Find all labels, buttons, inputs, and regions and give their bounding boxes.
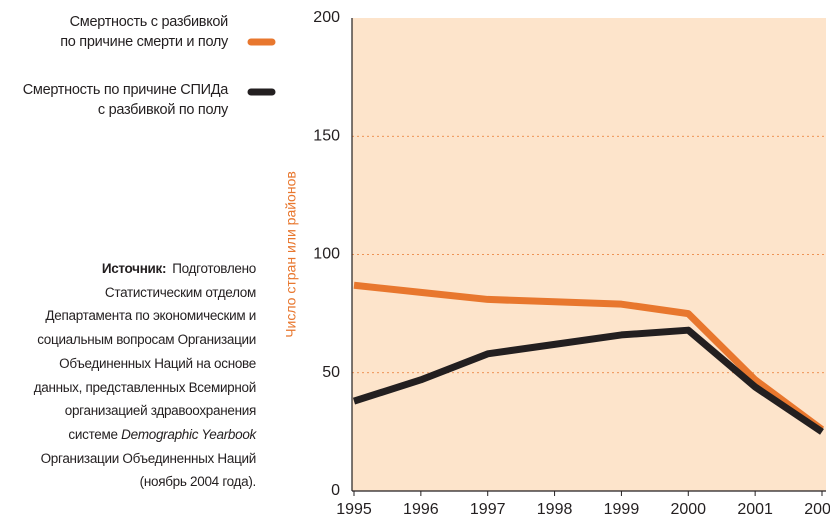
y-tick-label: 50 (322, 364, 340, 381)
y-tick-label: 200 (313, 9, 340, 26)
y-tick-label: 0 (331, 482, 340, 499)
source-label: Источник: (101, 261, 167, 276)
x-tick-label: 1998 (537, 501, 573, 518)
y-tick-label: 150 (313, 127, 340, 144)
y-tick-label: 100 (313, 246, 340, 263)
source-line: Департамента по экономическим и (45, 308, 256, 324)
source-text: системе (68, 426, 122, 442)
source-note: Источник: Подготовлено Статистическим отд… (33, 257, 257, 494)
source-line: Объединенных Наций на основе (59, 355, 256, 371)
series-line (353, 281, 825, 433)
source-line: системе Demographic Yearbook (34, 423, 256, 447)
source-line: Источник: Подготовлено (34, 257, 256, 281)
source-line: Статистическим отделом (104, 284, 256, 300)
x-tick-label: 1999 (604, 501, 640, 518)
x-tick-label: 2002 (804, 501, 830, 518)
source-line: социальным вопросам Организации (37, 332, 256, 348)
source-line: организацией здравоохранения (64, 403, 257, 419)
x-tick-label: 2001 (737, 501, 773, 518)
y-axis-label: Число стран или районов (283, 171, 299, 338)
series-line (352, 326, 824, 435)
source-line: Организации Объединенных Наций (40, 450, 257, 466)
x-tick-label: 1996 (403, 501, 439, 518)
source-text: Подготовлено (172, 261, 256, 276)
source-line: данных, представленных Всемирной (33, 379, 257, 395)
x-tick-label: 1997 (470, 501, 506, 518)
source-line: (ноябрь 2004 года). (139, 474, 257, 490)
x-tick-label: 2000 (670, 501, 706, 518)
legend-label: Смертность с разбивкой по причине смерти… (60, 14, 228, 50)
legend-label: Смертность по причине СПИДа с разбивкой … (22, 82, 229, 118)
source-italic: Demographic Yearbook (121, 426, 256, 442)
x-tick-label: 1995 (336, 501, 372, 518)
